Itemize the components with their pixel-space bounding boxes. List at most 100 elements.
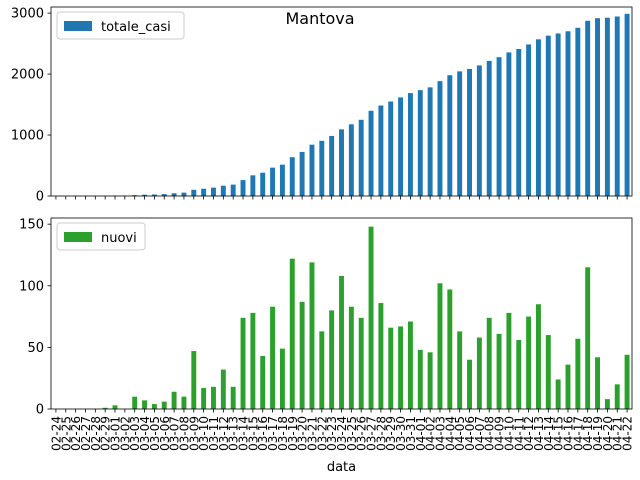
bar-totale_casi-03-19 bbox=[289, 157, 295, 196]
bar-totale_casi-03-27 bbox=[368, 110, 374, 196]
x-tick-label-03-30: 03-30 bbox=[394, 416, 408, 451]
x-tick-label-03-12: 03-12 bbox=[217, 416, 231, 451]
bar-totale_casi-03-11 bbox=[211, 187, 216, 196]
x-tick-label-03-05: 03-05 bbox=[148, 416, 162, 451]
x-tick-label-04-20: 04-20 bbox=[601, 416, 615, 451]
bar-nuovi-03-08 bbox=[181, 396, 187, 409]
bar-totale_casi-03-13 bbox=[230, 184, 236, 196]
bar-totale_casi-04-21 bbox=[614, 16, 620, 197]
bar-nuovi-04-10 bbox=[506, 312, 512, 409]
x-tick-label-03-25: 03-25 bbox=[345, 416, 359, 451]
x-tick-label-03-17: 03-17 bbox=[266, 416, 280, 451]
x-tick-label-04-10: 04-10 bbox=[502, 416, 516, 451]
bar-totale_casi-04-14 bbox=[545, 35, 551, 197]
bar-nuovi-04-04 bbox=[447, 289, 453, 409]
bar-totale_casi-03-20 bbox=[299, 151, 305, 196]
x-tick-label-04-17: 04-17 bbox=[571, 416, 585, 451]
x-tick-label-03-15: 03-15 bbox=[246, 416, 260, 451]
x-tick-label-03-23: 03-23 bbox=[325, 416, 339, 451]
y-tick-label-2-0: 0 bbox=[36, 403, 44, 418]
bar-totale_casi-03-05 bbox=[151, 194, 157, 196]
bar-nuovi-03-19 bbox=[289, 258, 295, 409]
bar-nuovi-03-05 bbox=[151, 404, 157, 409]
bar-totale_casi-03-25 bbox=[348, 124, 354, 196]
bar-totale_casi-04-07 bbox=[476, 65, 482, 196]
bar-totale_casi-04-11 bbox=[516, 49, 522, 197]
x-tick-label-03-03: 03-03 bbox=[128, 416, 142, 451]
bar-totale_casi-03-12 bbox=[220, 185, 226, 196]
legend-label-nuovi: nuovi bbox=[101, 231, 137, 246]
bar-nuovi-03-18 bbox=[279, 348, 285, 409]
x-tick-label-03-10: 03-10 bbox=[197, 416, 211, 451]
y-tick-label-1-2000: 2000 bbox=[11, 68, 44, 83]
x-tick-label-03-18: 03-18 bbox=[276, 416, 290, 451]
bar-nuovi-04-03 bbox=[437, 283, 443, 409]
x-tick-label-04-22: 04-22 bbox=[621, 416, 635, 451]
bar-totale_casi-03-14 bbox=[240, 180, 246, 196]
y-tick-label-1-3000: 3000 bbox=[11, 7, 44, 22]
x-tick-label-04-11: 04-11 bbox=[512, 416, 526, 451]
bar-totale_casi-03-30 bbox=[398, 97, 404, 196]
x-tick-label-03-22: 03-22 bbox=[315, 416, 329, 451]
x-tick-label-04-19: 04-19 bbox=[591, 416, 605, 451]
bar-nuovi-03-16 bbox=[260, 356, 266, 409]
x-tick-label-04-08: 04-08 bbox=[483, 416, 497, 451]
bar-nuovi-04-06 bbox=[467, 359, 472, 409]
bar-nuovi-03-30 bbox=[398, 326, 404, 409]
x-tick-label-03-20: 03-20 bbox=[296, 416, 310, 451]
bar-totale_casi-04-19 bbox=[595, 18, 600, 196]
bar-nuovi-03-22 bbox=[319, 331, 325, 409]
x-tick-label-03-11: 03-11 bbox=[207, 416, 221, 451]
x-tick-label-04-16: 04-16 bbox=[561, 416, 575, 451]
bar-totale_casi-04-02 bbox=[427, 87, 433, 196]
bar-totale_casi-03-03 bbox=[132, 195, 138, 196]
chart-title: Mantova bbox=[285, 9, 354, 28]
bar-nuovi-03-06 bbox=[161, 401, 167, 409]
x-tick-label-02-29: 02-29 bbox=[99, 416, 113, 451]
bar-nuovi-03-17 bbox=[270, 306, 276, 409]
bar-nuovi-03-09 bbox=[191, 351, 197, 409]
bar-nuovi-04-16 bbox=[565, 364, 571, 409]
x-tick-label-03-09: 03-09 bbox=[187, 416, 201, 451]
bar-totale_casi-04-08 bbox=[486, 60, 492, 197]
bar-totale_casi-04-04 bbox=[447, 75, 453, 196]
bar-nuovi-02-29 bbox=[102, 407, 108, 409]
x-tick-label-03-28: 03-28 bbox=[374, 416, 388, 451]
bar-nuovi-04-09 bbox=[496, 333, 502, 409]
bar-nuovi-04-22 bbox=[624, 354, 630, 409]
x-tick-label-04-04: 04-04 bbox=[443, 416, 457, 451]
bar-totale_casi-04-16 bbox=[565, 31, 571, 196]
x-tick-label-03-04: 03-04 bbox=[138, 416, 152, 451]
x-tick-label-04-13: 04-13 bbox=[532, 416, 546, 451]
x-tick-label-03-14: 03-14 bbox=[237, 416, 251, 451]
x-tick-label-04-06: 04-06 bbox=[463, 416, 477, 451]
bar-nuovi-03-15 bbox=[250, 312, 256, 409]
bar-totale_casi-03-17 bbox=[270, 167, 276, 196]
bar-totale_casi-04-10 bbox=[506, 52, 512, 196]
bar-totale_casi-04-18 bbox=[585, 20, 591, 197]
bar-nuovi-04-18 bbox=[585, 267, 591, 409]
y-tick-label-2-100: 100 bbox=[19, 279, 44, 294]
legend-label-totale_casi: totale_casi bbox=[101, 20, 171, 35]
legend-box-2 bbox=[56, 222, 146, 251]
bar-totale_casi-03-28 bbox=[378, 105, 384, 196]
x-tick-label-04-09: 04-09 bbox=[493, 416, 507, 451]
x-tick-label-02-27: 02-27 bbox=[79, 416, 93, 451]
bar-totale_casi-03-23 bbox=[329, 135, 335, 196]
x-tick-label-04-21: 04-21 bbox=[611, 416, 625, 451]
y-tick-label-1-0: 0 bbox=[36, 190, 44, 205]
bar-totale_casi-03-21 bbox=[309, 144, 315, 196]
x-tick-label-02-25: 02-25 bbox=[59, 416, 73, 451]
x-tick-label-03-01: 03-01 bbox=[109, 416, 123, 451]
x-tick-label-02-26: 02-26 bbox=[69, 416, 83, 451]
bar-nuovi-04-17 bbox=[575, 338, 581, 409]
bar-nuovi-03-20 bbox=[299, 301, 305, 409]
bar-totale_casi-03-22 bbox=[319, 140, 325, 196]
bar-totale_casi-04-06 bbox=[467, 68, 472, 196]
bar-nuovi-03-26 bbox=[358, 317, 364, 409]
bar-totale_casi-04-09 bbox=[496, 57, 502, 197]
x-tick-label-04-05: 04-05 bbox=[453, 416, 467, 451]
bar-nuovi-04-21 bbox=[614, 384, 620, 409]
